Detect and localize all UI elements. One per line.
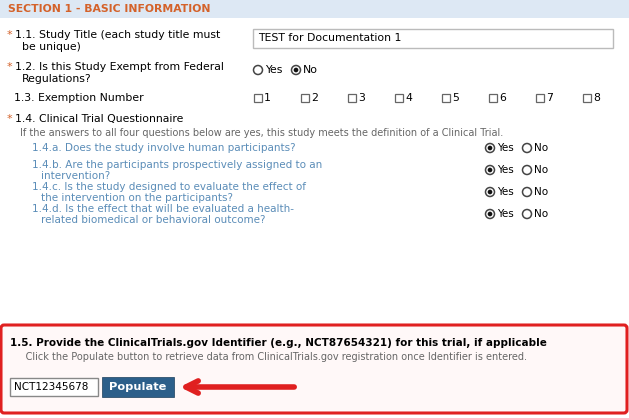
Text: *: *	[7, 114, 16, 124]
Text: 8: 8	[593, 93, 600, 103]
Text: 1.1. Study Title (each study title must: 1.1. Study Title (each study title must	[15, 30, 220, 40]
FancyBboxPatch shape	[253, 29, 613, 48]
Text: 1.3. Exemption Number: 1.3. Exemption Number	[14, 93, 143, 103]
Text: TEST for Documentation 1: TEST for Documentation 1	[258, 33, 401, 43]
Text: Yes: Yes	[497, 209, 514, 219]
Text: Yes: Yes	[265, 65, 282, 75]
Text: 1.5. Provide the ClinicalTrials.gov Identifier (e.g., NCT87654321) for this tria: 1.5. Provide the ClinicalTrials.gov Iden…	[10, 338, 547, 348]
Text: 1.2. Is this Study Exempt from Federal: 1.2. Is this Study Exempt from Federal	[15, 62, 224, 72]
Text: Yes: Yes	[497, 143, 514, 153]
Circle shape	[487, 145, 493, 150]
Text: Click the Populate button to retrieve data from ClinicalTrials.gov registration : Click the Populate button to retrieve da…	[10, 352, 527, 362]
Text: No: No	[534, 143, 548, 153]
Text: Regulations?: Regulations?	[22, 74, 92, 84]
Text: 7: 7	[546, 93, 553, 103]
Text: No: No	[534, 165, 548, 175]
Text: 2: 2	[311, 93, 318, 103]
Text: 1.4. Clinical Trial Questionnaire: 1.4. Clinical Trial Questionnaire	[15, 114, 184, 124]
Text: Populate: Populate	[109, 382, 167, 392]
Text: 1: 1	[264, 93, 271, 103]
Text: If the answers to all four questions below are yes, this study meets the definit: If the answers to all four questions bel…	[20, 128, 503, 138]
Circle shape	[487, 190, 493, 194]
Text: 5: 5	[452, 93, 459, 103]
Text: 1.4.d. Is the effect that will be evaluated a health-: 1.4.d. Is the effect that will be evalua…	[32, 204, 294, 214]
Text: Yes: Yes	[497, 165, 514, 175]
Text: be unique): be unique)	[22, 42, 81, 52]
Text: 6: 6	[499, 93, 506, 103]
Text: Yes: Yes	[497, 187, 514, 197]
Text: NCT12345678: NCT12345678	[14, 382, 89, 392]
Text: SECTION 1 - BASIC INFORMATION: SECTION 1 - BASIC INFORMATION	[8, 4, 211, 14]
Text: the intervention on the participants?: the intervention on the participants?	[41, 193, 233, 203]
Text: 4: 4	[405, 93, 412, 103]
Text: No: No	[534, 209, 548, 219]
FancyBboxPatch shape	[102, 377, 174, 397]
FancyBboxPatch shape	[1, 325, 627, 413]
Text: 1.4.c. Is the study designed to evaluate the effect of: 1.4.c. Is the study designed to evaluate…	[32, 182, 306, 192]
Text: 1.4.b. Are the participants prospectively assigned to an: 1.4.b. Are the participants prospectivel…	[32, 160, 322, 170]
Text: 1.4.a. Does the study involve human participants?: 1.4.a. Does the study involve human part…	[32, 143, 296, 153]
Circle shape	[487, 168, 493, 172]
Text: *: *	[7, 62, 16, 72]
Text: 3: 3	[358, 93, 365, 103]
Circle shape	[487, 212, 493, 217]
FancyBboxPatch shape	[0, 0, 629, 18]
Text: intervention?: intervention?	[41, 171, 110, 181]
FancyBboxPatch shape	[10, 378, 98, 396]
Text: related biomedical or behavioral outcome?: related biomedical or behavioral outcome…	[41, 215, 265, 225]
Text: *: *	[7, 30, 16, 40]
Text: No: No	[303, 65, 318, 75]
FancyBboxPatch shape	[0, 18, 629, 418]
Circle shape	[294, 68, 298, 72]
Text: No: No	[534, 187, 548, 197]
